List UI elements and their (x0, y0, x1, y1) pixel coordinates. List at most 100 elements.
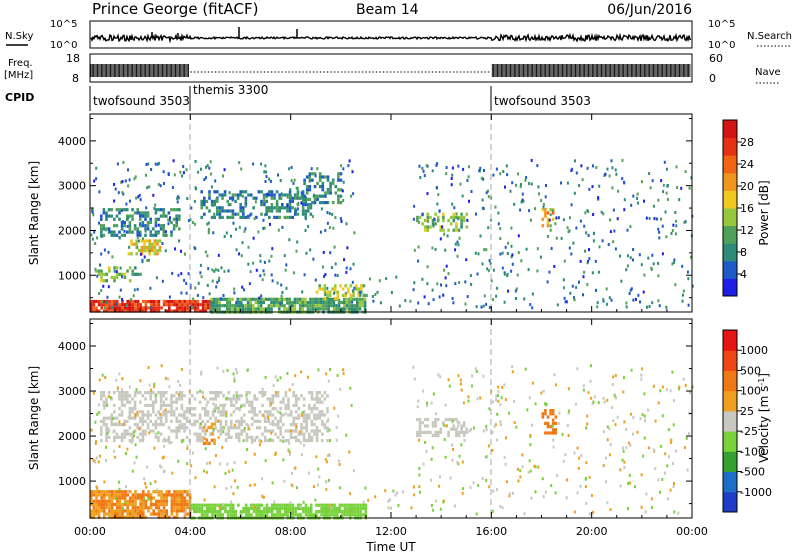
power-cell (272, 304, 276, 308)
velocity-cell (141, 394, 145, 398)
power-cell (200, 190, 203, 194)
velocity-cell (252, 506, 256, 510)
velocity-cell (193, 413, 197, 417)
power-cell (260, 190, 263, 194)
power-cell (295, 186, 298, 190)
power-cell (582, 275, 585, 279)
velocity-cell (198, 426, 202, 430)
power-cell (359, 293, 362, 297)
velocity-cell (278, 503, 282, 507)
power-cell (239, 304, 242, 308)
power-cell (100, 279, 103, 283)
velocity-cell (302, 432, 306, 436)
velocity-cell (585, 426, 588, 430)
power-cell (481, 198, 484, 202)
y-tick-label: 2000 (58, 224, 86, 237)
noise-panel-frame (89, 20, 693, 49)
velocity-cell (175, 515, 179, 519)
power-cell (145, 245, 149, 249)
power-cell (207, 306, 210, 310)
velocity-cell (149, 496, 153, 500)
velocity-cell (126, 499, 129, 503)
velocity-cell (139, 502, 142, 507)
velocity-cell (296, 513, 300, 517)
velocity-cell (310, 397, 314, 401)
power-cell (522, 199, 525, 203)
velocity-cell (144, 482, 147, 485)
power-cell (190, 206, 193, 210)
power-cell (332, 304, 336, 308)
power-cell (125, 202, 128, 206)
velocity-cell (116, 499, 119, 503)
power-cell (128, 214, 132, 218)
power-cell (363, 297, 367, 301)
power-cell (343, 304, 346, 308)
power-cell (221, 196, 224, 200)
power-cell (379, 301, 382, 305)
power-cell (260, 162, 263, 166)
velocity-cell (222, 430, 225, 434)
velocity-cell (183, 410, 186, 414)
power-cell (218, 307, 221, 311)
velocity-cell (152, 490, 155, 494)
velocity-cell (141, 413, 145, 417)
power-cell (586, 166, 589, 170)
velocity-cell (136, 410, 139, 414)
power-cell (284, 268, 287, 272)
power-cell (316, 181, 319, 185)
velocity-cell (511, 370, 514, 374)
power-cell (574, 159, 576, 163)
velocity-cell (167, 439, 171, 443)
power-cell (203, 196, 206, 200)
velocity-cell (614, 374, 617, 377)
power-cell (326, 286, 329, 290)
power-cell (426, 212, 430, 216)
velocity-cell (110, 499, 114, 503)
velocity-cell (250, 410, 254, 414)
velocity-cell (659, 389, 662, 393)
noise-left-tick-top: 10^5 (50, 19, 77, 30)
velocity-cell (283, 513, 287, 517)
power-cell (157, 208, 160, 212)
velocity-cell (165, 496, 168, 500)
velocity-cell (192, 451, 194, 455)
velocity-cell (181, 509, 184, 513)
velocity-scatter (90, 364, 694, 520)
power-cell (181, 309, 184, 313)
velocity-cell (307, 506, 310, 510)
power-cell (649, 186, 652, 190)
power-cell (152, 299, 155, 304)
power-cell (142, 306, 145, 310)
power-cell (439, 237, 442, 241)
velocity-cell (235, 394, 238, 398)
power-cell (236, 193, 240, 197)
power-cell (212, 231, 215, 235)
power-cell (213, 199, 216, 203)
velocity-cell (235, 426, 238, 430)
velocity-cell (186, 446, 189, 450)
x-tick-label: 20:00 (576, 525, 608, 538)
power-cell (658, 230, 661, 234)
velocity-cell (268, 506, 271, 510)
velocity-cell (273, 500, 276, 504)
velocity-cell (222, 410, 225, 414)
velocity-cell (133, 403, 137, 407)
power-cell (162, 227, 165, 231)
velocity-cell (495, 488, 498, 491)
velocity-cell (328, 478, 330, 482)
power-cell (149, 309, 153, 313)
frequency-panel-frame (89, 53, 693, 83)
power-cell (271, 247, 274, 251)
velocity-cell (304, 510, 308, 514)
power-cell (395, 275, 398, 279)
power-cell (602, 298, 605, 301)
power-cell (451, 202, 454, 206)
power-cell (123, 275, 127, 280)
velocity-cell (253, 397, 256, 401)
velocity-cell (216, 503, 219, 507)
noise-left-label: N.Sky (5, 31, 33, 42)
power-cell (96, 274, 99, 278)
power-cell (259, 274, 262, 278)
power-cell (102, 211, 106, 215)
